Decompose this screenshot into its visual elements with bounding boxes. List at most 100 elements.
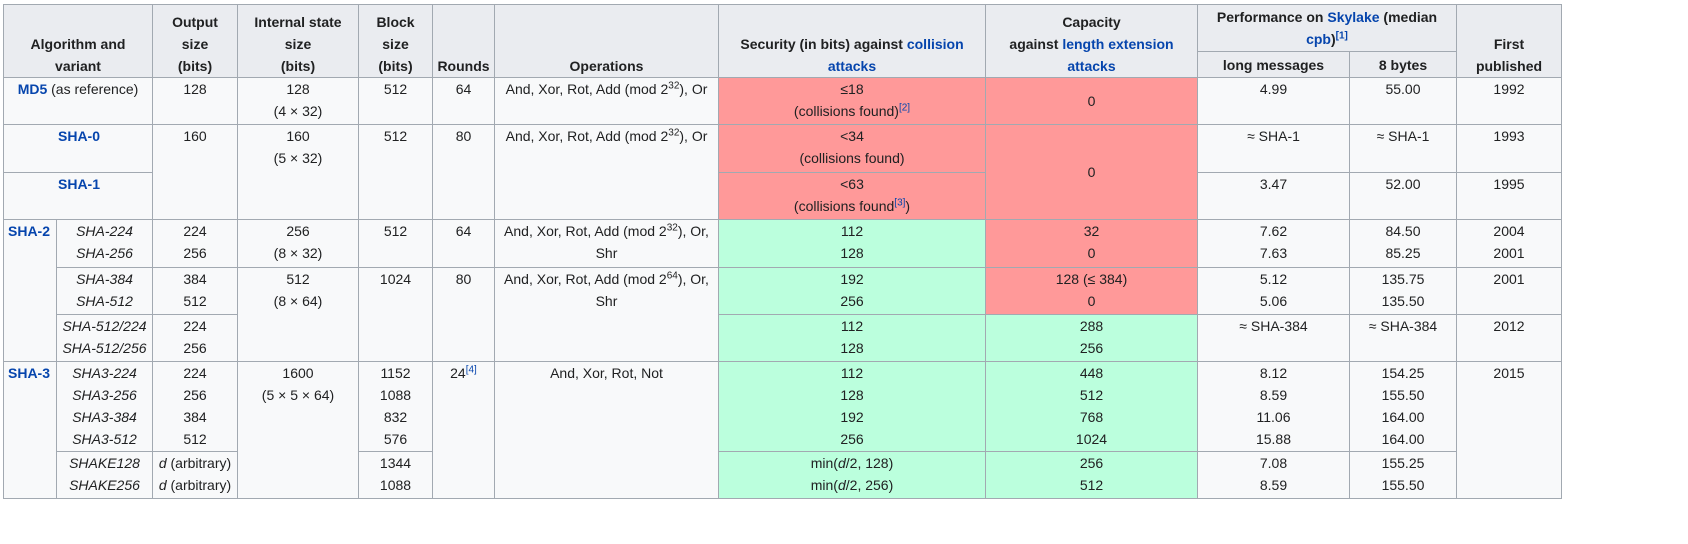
cell-perf-long: ≈ SHA-1 [1197,124,1350,173]
cell-perf-8: 52.00 [1349,172,1457,220]
cell-capacity: 288 256 [985,314,1198,362]
cell-block: 1344 1088 [358,451,433,499]
cell-state: 256 (8 × 32) [237,219,359,268]
cell-year: 1995 [1456,172,1562,220]
cell-year: 2015 [1456,361,1562,499]
cell-perf-8: 84.50 85.25 [1349,219,1457,268]
cell-output: 224 256 [152,219,238,268]
header-capacity: Capacity against length extension attacks [985,4,1198,78]
cell-rounds: 80 [432,124,495,220]
cell-state: 512 (8 × 64) [237,267,359,362]
cell-security: 192 256 [718,267,986,315]
table-row-sha1: SHA-1 <63 (collisions found[3]) 3.47 52.0… [3,172,1562,220]
cell-variant: SHA-384 SHA-512 [56,267,153,315]
cell-output: d (arbitrary) d (arbitrary) [152,451,238,499]
header-output-size: Output size (bits) [152,4,238,78]
group-sha2: SHA-2 [3,219,57,362]
cell-state: 160 (5 × 32) [237,124,359,220]
cell-state: 128 (4 × 32) [237,77,359,125]
cell-variant: SHA-224 SHA-256 [56,219,153,268]
table-row-shake: SHAKE128 SHAKE256 d (arbitrary) d (arbitr… [4,451,1562,499]
cell-variant: SHA-512/224 SHA-512/256 [56,314,153,362]
cell-year: 1992 [1456,77,1562,125]
cell-block: 512 [358,77,433,125]
sha1-link[interactable]: SHA-1 [58,176,101,192]
hash-comparison-table: Algorithm and variant Output size (bits) In… [3,4,1562,499]
cell-perf-long: 4.99 [1197,77,1350,125]
cell-security: ≤18 (collisions found)[2] [718,77,986,125]
cell-block: 1152 1088 832 576 [358,361,433,452]
table-row-sha0: SHA-0 160 160 (5 × 32) 512 80 And, Xor, R… [3,124,1562,220]
cell-rounds: 64 [432,77,495,125]
cell-perf-8: 135.75 135.50 [1349,267,1457,315]
cell-state: 1600 (5 × 5 × 64) [237,361,359,499]
cell-year: 1993 [1456,124,1562,173]
cell-security: min(d/2, 128) min(d/2, 256) [718,451,986,499]
cell-perf-long: 8.12 8.59 11.06 15.88 [1197,361,1350,452]
sha2-link[interactable]: SHA-2 [8,223,51,239]
header-rounds: Rounds [432,4,495,78]
cell-operations: And, Xor, Rot, Add (mod 232), Or, Shr [494,219,719,268]
cell-year: 2004 2001 [1456,219,1562,268]
cell-output: 160 [152,124,238,220]
cell-capacity: 128 (≤ 384) 0 [985,267,1198,315]
cell-operations: And, Xor, Rot, Add (mod 264), Or, Shr [494,267,719,362]
cell-output: 224 256 384 512 [152,361,238,452]
header-block-size: Block size (bits) [358,4,433,78]
cell-rounds: 24[4] [432,361,495,499]
cell-capacity: 256 512 [985,451,1198,499]
cell-block: 1024 [358,267,433,362]
ref-3-link[interactable]: [3] [894,197,906,209]
md5-link[interactable]: MD5 [17,81,48,97]
cell-perf-8: 155.25 155.50 [1349,451,1457,499]
cell-block: 512 [358,124,433,220]
header-security: Security (in bits) against collision att… [718,4,986,78]
collision-attacks-link[interactable]: collision attacks [827,36,964,74]
cell-operations: And, Xor, Rot, Add (mod 232), Or [494,124,719,220]
cell-block: 512 [358,219,433,268]
cell-perf-8: 154.25 155.50 164.00 164.00 [1349,361,1457,452]
group-sha3: SHA-3 [3,361,57,499]
cell-operations: And, Xor, Rot, Add (mod 232), Or [494,77,719,125]
cell-output: 384 512 [152,267,238,315]
ref-1-link[interactable]: [1] [1335,30,1348,42]
cell-perf-8: ≈ SHA-1 [1349,124,1457,173]
cell-capacity: 0 [985,124,1198,220]
cell-output: 224 256 [152,314,238,362]
cell-output: 128 [152,77,238,125]
cell-perf-long: 5.12 5.06 [1197,267,1350,315]
cell-variant: SHA3-224 SHA3-256 SHA3-384 SHA3-512 [56,361,153,452]
cell-perf-8: 55.00 [1349,77,1457,125]
header-internal-state: Internal state size (bits) [237,4,359,78]
cell-year: 2012 [1456,314,1562,362]
cell-perf-long: 3.47 [1197,172,1350,220]
sha0-link[interactable]: SHA-0 [58,128,101,144]
table-row-sha384-512: SHA-384 SHA-512 384 512 512 (8 × 64) 1024 8… [4,267,1562,362]
cell-security: 112 128 [718,314,986,362]
sha3-link[interactable]: SHA-3 [8,365,51,381]
cell-operations: And, Xor, Rot, Not [494,361,719,499]
cell-security: <63 (collisions found[3]) [718,172,986,220]
skylake-link[interactable]: Skylake [1327,9,1380,25]
cell-variant: SHAKE128 SHAKE256 [56,451,153,499]
cell-rounds: 64 [432,219,495,268]
cell-capacity: 448 512 768 1024 [985,361,1198,452]
cpb-link[interactable]: cpb [1306,31,1331,47]
header-first-published: First published [1456,4,1562,78]
header-performance: Performance on Skylake (median cpb)[1] [1197,4,1457,52]
cell-perf-long: 7.08 8.59 [1197,451,1350,499]
header-8-bytes: 8 bytes [1349,51,1457,78]
ref-4-link[interactable]: [4] [465,364,477,376]
table-row-md5: MD5 (as reference) 128 128 (4 × 32) 512 6… [3,77,1562,125]
header-operations: Operations [494,4,719,78]
ref-2-link[interactable]: [2] [898,102,911,114]
cell-rounds: 80 [432,267,495,362]
cell-security: 112 128 [718,219,986,268]
header-algorithm: Algorithm and variant [3,4,153,78]
length-extension-link[interactable]: length extension attacks [1062,36,1174,74]
cell-perf-long: 7.62 7.63 [1197,219,1350,268]
table-row-sha3: SHA-3 SHA3-224 SHA3-256 SHA3-384 SHA3-512 2… [3,361,1562,499]
cell-security: <34 (collisions found) [718,124,986,173]
cell-security: 112 128 192 256 [718,361,986,452]
table-row-sha224-256: SHA-2 SHA-224 SHA-256 224 256 256 (8 × 32) … [3,219,1562,362]
